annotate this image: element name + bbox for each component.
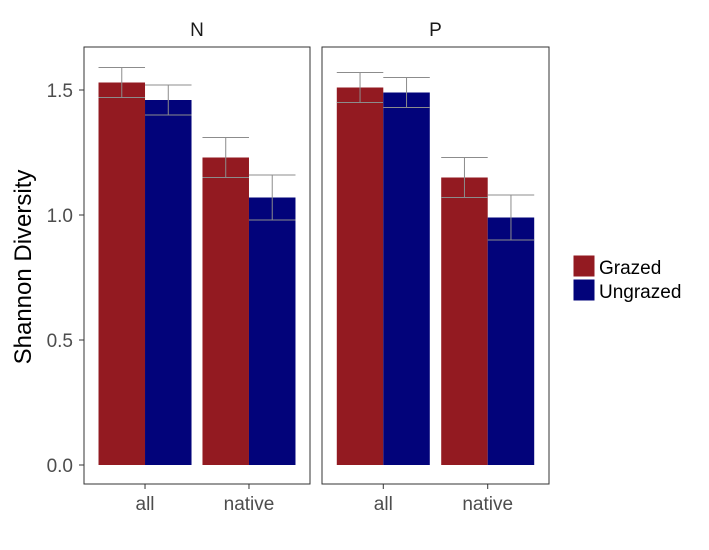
x-tick-label: native bbox=[224, 494, 275, 515]
error-bar bbox=[487, 194, 535, 241]
panel-strip-label: N bbox=[190, 20, 204, 41]
y-tick-label: 1.0 bbox=[47, 206, 73, 227]
legend-label-grazed: Grazed bbox=[599, 258, 661, 279]
panel-border bbox=[321, 46, 550, 485]
bar-n-all-grazed bbox=[98, 82, 146, 465]
bar-n-all-ungrazed bbox=[145, 100, 192, 465]
bar-p-all-ungrazed bbox=[383, 92, 430, 465]
x-tick-label: native bbox=[462, 494, 513, 515]
bar-n-native-grazed bbox=[202, 157, 249, 465]
error-bar bbox=[383, 77, 430, 108]
error-bar bbox=[202, 137, 249, 178]
y-axis: 0.0 0.5 1.0 1.5 bbox=[47, 81, 84, 477]
error-bar bbox=[336, 72, 384, 103]
x-tick-label: all bbox=[374, 494, 393, 515]
y-tick-label: 1.5 bbox=[47, 81, 73, 102]
y-tick-label: 0.0 bbox=[47, 456, 73, 477]
bar-p-native-grazed bbox=[441, 177, 488, 465]
panel-border bbox=[83, 46, 311, 485]
legend-key-grazed bbox=[572, 254, 596, 278]
legend-key-ungrazed bbox=[572, 278, 596, 302]
error-bar bbox=[145, 84, 192, 116]
x-tick-label: all bbox=[136, 494, 155, 515]
bar-n-native-ungrazed bbox=[248, 197, 296, 465]
error-bar bbox=[441, 157, 488, 198]
error-bar bbox=[248, 174, 296, 221]
panel-strip-label: P bbox=[429, 20, 442, 41]
error-bar bbox=[98, 67, 146, 98]
y-tick-label: 0.5 bbox=[47, 331, 73, 352]
bar-p-native-ungrazed bbox=[487, 217, 535, 465]
bar-p-all-grazed bbox=[336, 87, 384, 465]
legend-label-ungrazed: Ungrazed bbox=[599, 282, 681, 303]
legend: Grazed Ungrazed bbox=[572, 254, 681, 303]
y-axis-title: Shannon Diversity bbox=[10, 170, 37, 365]
